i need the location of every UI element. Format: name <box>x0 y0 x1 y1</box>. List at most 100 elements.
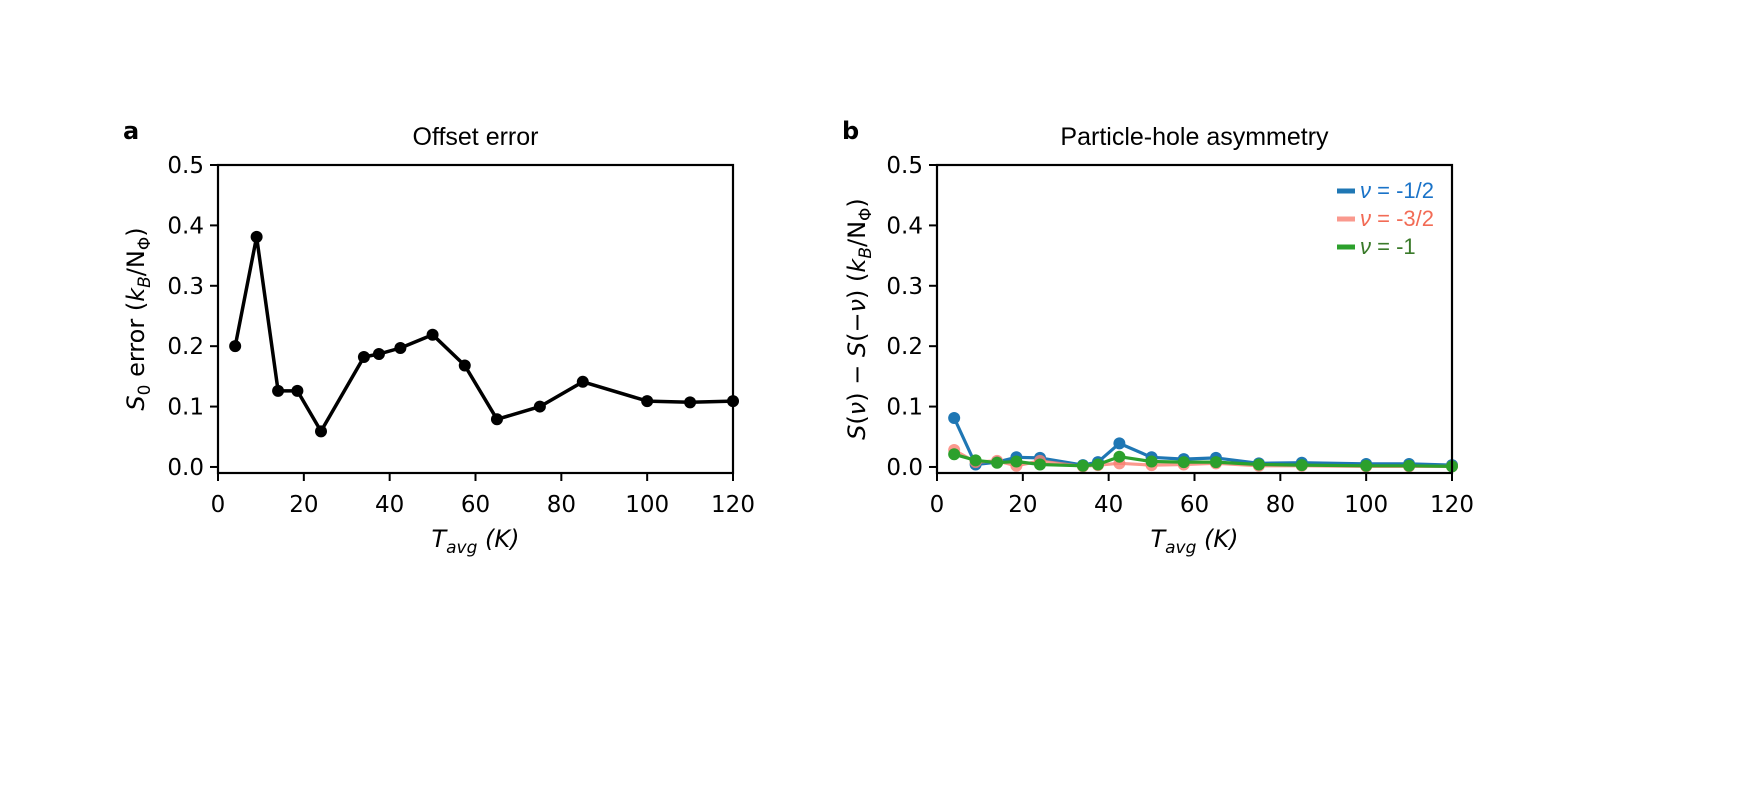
panel-b-ytick-label: 0.1 <box>886 395 923 421</box>
panel-a-ytick-label: 0.4 <box>167 213 204 239</box>
panel-a-ytick-label: 0.5 <box>167 153 204 179</box>
panel-b-xlabel: Tavg (K) <box>1150 525 1238 558</box>
panel-a-ylabel: S0 error (kB/NΦ) <box>122 227 155 410</box>
panel-a-series-0-point <box>272 384 285 397</box>
panel-b-letter: b <box>842 117 859 145</box>
ylabel-s2: S <box>843 342 871 357</box>
ylabel-nu1: ν <box>843 402 871 415</box>
panel-b-xtick-label: 80 <box>1266 492 1295 518</box>
panel-a-series-0-point <box>641 395 654 408</box>
panel-b-ylabel: S(ν) − S(−ν) (kB/NΦ) <box>843 198 876 440</box>
ylabel-minus: ) − <box>843 357 871 402</box>
ylabel-k: k <box>122 287 150 302</box>
panel-b-series-2-point <box>1403 459 1416 472</box>
legend-value: = -1/2 <box>1371 178 1434 203</box>
panel-b-series-2-point <box>1177 456 1190 469</box>
ylabel-nu2: ν <box>843 299 871 312</box>
panel-b-series-2-line <box>952 452 1454 468</box>
ylabel-sub0: 0 <box>135 385 155 396</box>
ylabel-subB: B <box>856 247 876 259</box>
panel-b-ytick-label: 0.5 <box>886 153 923 179</box>
panel-b-series-2-point <box>1209 456 1222 469</box>
panel-b-series-2-point <box>969 454 982 467</box>
panel-a-series-0-point <box>250 230 263 243</box>
panel-a: a Offset error 0 20 40 60 80 100 120 0.0 0.1 0.2 0.3… <box>122 117 755 558</box>
panel-b-series-2 <box>948 448 1458 473</box>
panel-a-series-0-point <box>576 375 589 388</box>
panel-a-series-0-point <box>372 348 385 361</box>
panel-b-series-2-point <box>1076 459 1089 472</box>
panel-a-series-0-point <box>357 351 370 364</box>
ylabel-n: /N <box>843 221 871 247</box>
panel-a-xtick-label: 40 <box>375 492 404 518</box>
panel-a-plot-frame <box>216 163 735 475</box>
panel-a-title: Offset error <box>413 123 539 151</box>
ylabel-k: k <box>843 258 871 273</box>
panel-b-xlabel-main: T <box>1150 525 1167 553</box>
panel-a-ytick-label: 0.1 <box>167 395 204 421</box>
panel-b-ytick-label: 0.2 <box>886 334 923 360</box>
panel-b-series-2-point <box>1010 455 1023 468</box>
ylabel-n: /N <box>122 250 150 276</box>
panel-a-series-0-point <box>490 413 503 426</box>
legend-value: = -3/2 <box>1371 206 1434 231</box>
panel-a-series-0-point <box>458 359 471 372</box>
panel-a-series-0-point <box>229 340 242 353</box>
panel-b-series-2-point <box>948 448 961 461</box>
legend-nu: ν <box>1360 178 1371 203</box>
ylabel-p1: ( <box>843 415 871 424</box>
panel-b-legend-label-0: ν = -1/2 <box>1360 178 1434 203</box>
panel-b-legend-label-2: ν = -1 <box>1360 234 1416 259</box>
panel-b-ytick-label: 0.0 <box>886 455 923 481</box>
panel-a-xlabel-sub: avg <box>446 538 477 558</box>
ylabel-text: error ( <box>122 302 150 385</box>
panel-b-legend-label-1: ν = -3/2 <box>1360 206 1434 231</box>
panel-a-series-0-point <box>394 341 407 354</box>
ylabel-close: ) <box>843 198 871 207</box>
panel-b-xlabel-unit: (K) <box>1196 525 1238 553</box>
panel-a-series-0-point <box>291 384 304 397</box>
ylabel-subB: B <box>135 276 155 288</box>
legend-nu: ν <box>1360 234 1371 259</box>
panel-b-series-2-point <box>991 456 1004 469</box>
panel-a-xtick-label: 100 <box>625 492 669 518</box>
panel-a-series-0-line <box>233 235 735 434</box>
panel-a-series-0-point <box>426 328 439 341</box>
panel-a-xlabel-main: T <box>431 525 448 553</box>
panel-b-series-2-point <box>1113 450 1126 463</box>
panel-b-series-0-point <box>1113 437 1126 450</box>
panel-a-xtick-label: 120 <box>711 492 755 518</box>
panel-a-series-0 <box>229 230 739 438</box>
panel-a-series-0-point <box>533 400 546 413</box>
panel-b-xtick-label: 0 <box>930 492 945 518</box>
panel-b: b Particle-hole asymmetry 0 20 40 60 80 100 120 0… <box>842 117 1474 558</box>
legend-nu: ν <box>1360 206 1371 231</box>
legend-value: = -1 <box>1371 234 1416 259</box>
panel-a-xtick-label: 60 <box>461 492 490 518</box>
panel-b-ytick-label: 0.3 <box>886 274 923 300</box>
panel-a-ytick-label: 0.2 <box>167 334 204 360</box>
ylabel-s: S <box>122 395 150 410</box>
ylabel-p2: (− <box>843 312 871 341</box>
panel-b-xtick-label: 60 <box>1180 492 1209 518</box>
panel-b-ytick-label: 0.4 <box>886 213 923 239</box>
panel-a-letter: a <box>123 117 139 145</box>
panel-b-series-2-point <box>1295 459 1308 472</box>
panel-b-legend: ν = -1/2ν = -3/2ν = -1 <box>1337 178 1434 259</box>
ylabel-p3: ) ( <box>843 273 871 299</box>
panel-b-series-0-point <box>948 412 961 425</box>
panel-b-title: Particle-hole asymmetry <box>1060 123 1329 151</box>
panel-a-series-0-point <box>315 425 327 438</box>
panel-a-xtick-label: 80 <box>547 492 576 518</box>
panel-b-series-0-line <box>952 416 1454 467</box>
ylabel-s1: S <box>843 425 871 440</box>
panel-a-ytick-label: 0.0 <box>167 455 204 481</box>
ylabel-phi: Φ <box>135 237 155 250</box>
panel-b-series-2-point <box>1360 459 1373 472</box>
panel-b-series-2-point <box>1252 458 1265 471</box>
panel-a-xtick-label: 20 <box>289 492 318 518</box>
panel-b-xlabel-sub: avg <box>1165 538 1196 558</box>
panel-b-xtick-label: 100 <box>1344 492 1388 518</box>
panel-b-series-2-point <box>1091 458 1104 471</box>
